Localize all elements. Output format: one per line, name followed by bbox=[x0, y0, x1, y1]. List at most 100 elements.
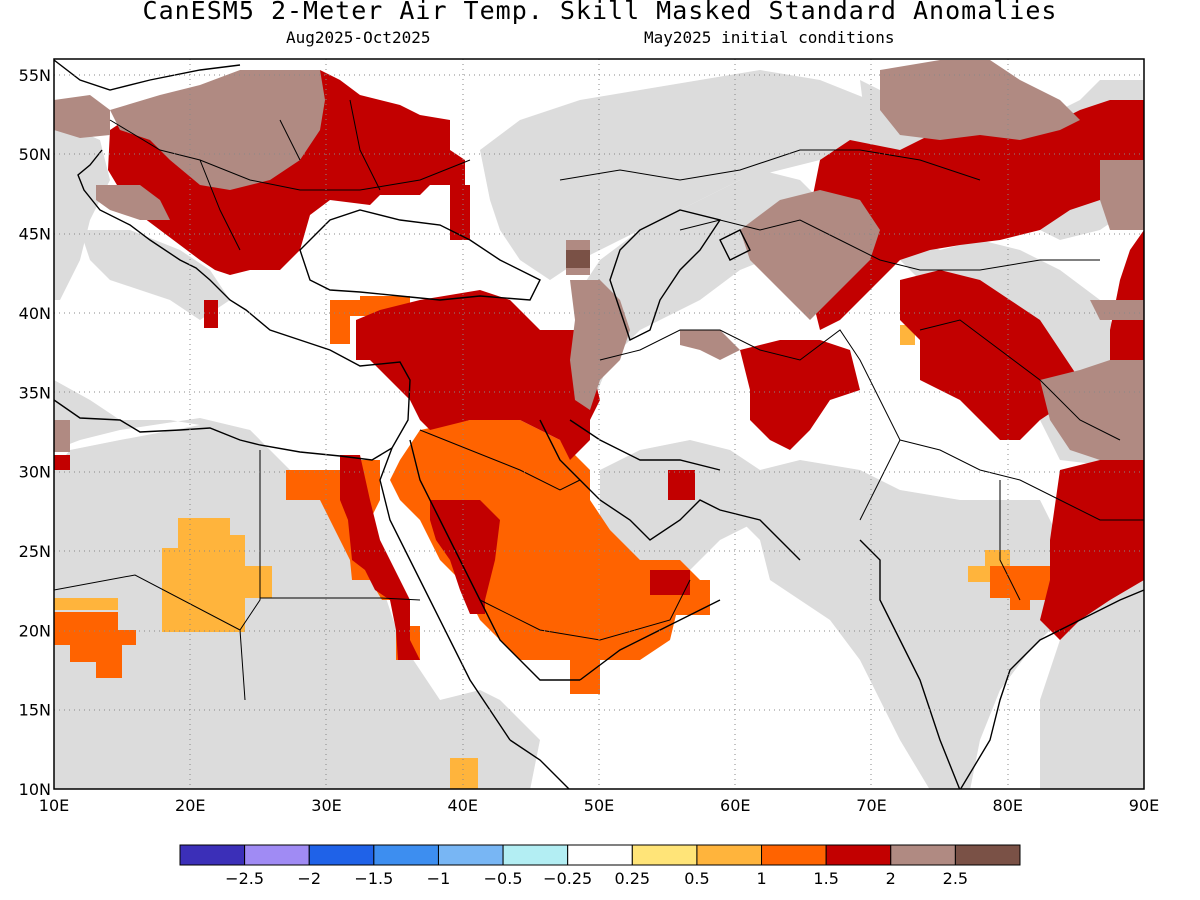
sahel-border bbox=[54, 574, 241, 631]
colorbar-tick-label: 1.5 bbox=[813, 869, 838, 888]
lat-tick-label: 15N bbox=[19, 701, 51, 720]
anomaly-above-2p5-regions bbox=[566, 250, 590, 268]
greece-red-patch bbox=[204, 300, 218, 328]
colorbar-swatch bbox=[567, 844, 633, 866]
lon-tick-label: 60E bbox=[720, 796, 750, 815]
north-africa-brown-patch bbox=[54, 420, 70, 452]
africa-west-region bbox=[54, 425, 540, 789]
balkans-region bbox=[80, 230, 230, 320]
middle-east-red-region bbox=[356, 290, 600, 460]
africa-west-warm-patch bbox=[54, 598, 118, 610]
india-region bbox=[720, 460, 1060, 789]
black-sea-coast bbox=[299, 209, 541, 301]
lat-tick-label: 55N bbox=[19, 66, 51, 85]
india-border bbox=[899, 439, 1144, 601]
colorbar-swatch bbox=[308, 844, 375, 866]
colorbar-tick-label: −1 bbox=[427, 869, 451, 888]
balkans-brown-region bbox=[96, 185, 170, 220]
political-borders bbox=[54, 99, 1144, 701]
east-africa-warm-patch bbox=[450, 758, 478, 789]
colorbar-tick-label: 2 bbox=[886, 869, 896, 888]
east-brown-region bbox=[1090, 300, 1144, 320]
iran-border bbox=[599, 329, 901, 521]
central-asia-red-region bbox=[810, 100, 1144, 330]
colorbar-swatch bbox=[825, 844, 892, 866]
initial-conditions: May2025 initial conditions bbox=[644, 28, 895, 47]
colorbar-tick-label: −2.5 bbox=[225, 869, 264, 888]
colorbar-tick-label: 1 bbox=[756, 869, 766, 888]
europe-borders bbox=[109, 99, 471, 251]
kazakhstan-region bbox=[480, 70, 880, 280]
colorbar-swatch bbox=[437, 844, 504, 866]
gridlines bbox=[54, 59, 1144, 789]
india-orange-region bbox=[990, 566, 1050, 610]
africa-north-coast-region bbox=[54, 380, 260, 450]
lat-tick-label: 25N bbox=[19, 542, 51, 561]
russia-kazakhstan-border bbox=[559, 149, 981, 181]
libya-egypt-border bbox=[239, 450, 261, 701]
lon-tick-label: 10E bbox=[39, 796, 69, 815]
arabian-sea-coast bbox=[579, 539, 1144, 789]
map-plot-area bbox=[54, 59, 1144, 789]
coastlines bbox=[54, 59, 1144, 789]
colorbar-swatch bbox=[761, 844, 827, 866]
sahel-orange-region bbox=[54, 612, 136, 678]
mediterranean-coast bbox=[54, 149, 411, 461]
south-asia-red-region bbox=[1040, 440, 1144, 640]
colorbar-swatch bbox=[244, 844, 310, 866]
oman-orange-region bbox=[690, 580, 710, 615]
colorbar-labels: −2.5 −2 −1.5 −1 −0.5 −0.25 0.25 0.5 1 1.5 2 2.5 bbox=[225, 869, 968, 888]
colorbar-tick-label: −0.5 bbox=[484, 869, 523, 888]
europe-west-region bbox=[54, 120, 110, 300]
lat-tick-label: 40N bbox=[19, 304, 51, 323]
saudi-border bbox=[419, 429, 691, 641]
oman-red-patch bbox=[650, 570, 690, 595]
black-sea-red-patch bbox=[450, 185, 470, 240]
colorbar bbox=[179, 844, 1021, 866]
italy-brown-region bbox=[54, 95, 110, 138]
siberia-brown-region bbox=[880, 60, 1080, 140]
lat-tick-label: 20N bbox=[19, 621, 51, 640]
colorbar-swatch bbox=[954, 844, 1021, 866]
lat-tick-label: 50N bbox=[19, 145, 51, 164]
italy-red-patch bbox=[54, 455, 70, 470]
arabia-orange-region bbox=[390, 420, 710, 694]
colorbar-swatch bbox=[502, 844, 569, 866]
persian-gulf-coast bbox=[539, 419, 801, 561]
plot-frame bbox=[53, 58, 1145, 790]
lon-tick-label: 30E bbox=[311, 796, 341, 815]
lon-tick-label: 20E bbox=[175, 796, 205, 815]
southwest-asia-red-region bbox=[740, 340, 860, 450]
arabia-red-patch bbox=[430, 500, 500, 614]
persian-gulf-red-patch bbox=[668, 470, 695, 500]
colorbar-tick-label: −1.5 bbox=[354, 869, 393, 888]
lon-tick-label: 80E bbox=[993, 796, 1023, 815]
mongolia-brown-region bbox=[1100, 160, 1144, 230]
turkmenistan-brown-region bbox=[680, 330, 740, 360]
colorbar-swatch bbox=[179, 844, 246, 866]
lon-tick-label: 90E bbox=[1129, 796, 1159, 815]
masked-regions bbox=[54, 70, 1144, 789]
lat-tick-label: 30N bbox=[19, 463, 51, 482]
caspian-sea-coast bbox=[609, 209, 722, 341]
colorbar-swatch bbox=[890, 844, 956, 866]
colorbar-tick-label: −0.25 bbox=[543, 869, 592, 888]
lon-tick-label: 40E bbox=[448, 796, 478, 815]
latitude-axis: 10N 15N 20N 25N 30N 35N 40N 45N 50N 55N bbox=[19, 66, 51, 799]
iran-central-asia-region bbox=[570, 170, 1144, 470]
anomaly-2-2p5-regions bbox=[54, 60, 1144, 460]
lon-tick-label: 50E bbox=[584, 796, 614, 815]
longitude-axis: 10E 20E 30E 40E 50E 60E 70E 80E 90E bbox=[39, 796, 1159, 815]
caucasus-dark-brown-patch bbox=[566, 250, 590, 268]
colorbar-swatch bbox=[631, 844, 698, 866]
colorbar-tick-label: 0.25 bbox=[614, 869, 650, 888]
lon-tick-label: 70E bbox=[856, 796, 886, 815]
colorbar-swatch bbox=[373, 844, 439, 866]
horn-of-africa-coast bbox=[509, 739, 570, 789]
red-sea-red-region bbox=[340, 455, 420, 660]
central-europe-brown-region bbox=[110, 70, 325, 190]
lat-tick-label: 45N bbox=[19, 225, 51, 244]
colorbar-tick-label: 2.5 bbox=[943, 869, 968, 888]
colorbar-swatch bbox=[696, 844, 763, 866]
